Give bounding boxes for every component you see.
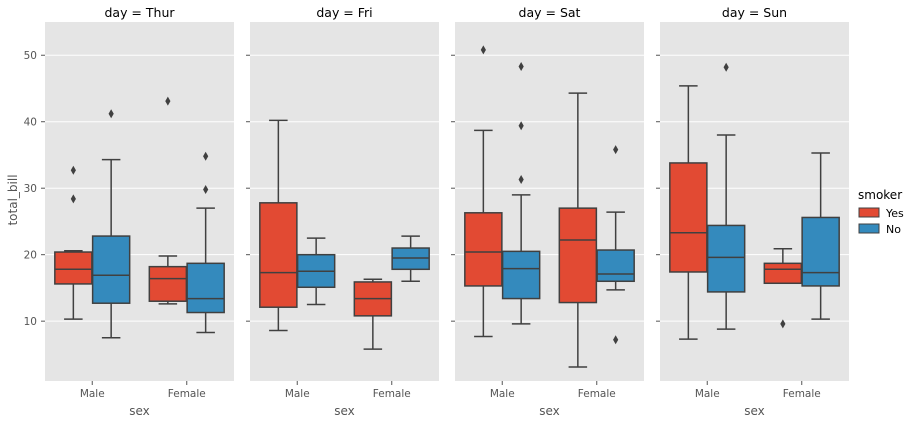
panel-2: Male Female day = Fri sex [246, 5, 439, 418]
x-axis-label: sex [129, 404, 150, 418]
box-female-no [391, 235, 430, 283]
panels-layer: 10 20 30 40 50 Male Female day = Thur sex Male Fem… [24, 5, 849, 418]
box-body [464, 212, 503, 287]
box-male-yes [54, 165, 93, 320]
box-female-yes [763, 247, 803, 329]
x-axis-label: sex [539, 404, 560, 418]
legend-title: smoker [858, 188, 902, 202]
outlier-point [780, 319, 786, 329]
x-tick-label: Male [695, 388, 720, 400]
box-body [91, 235, 131, 304]
legend-swatch-yes [858, 207, 880, 218]
panel-4: Male Female day = Sun sex [656, 5, 849, 418]
box-body [763, 262, 803, 285]
outlier-point [203, 151, 209, 161]
box-body [706, 224, 746, 293]
box-body [259, 202, 298, 308]
box-female-yes [148, 96, 188, 305]
outlier-point [518, 62, 524, 72]
panel-title: day = Thur [104, 5, 175, 20]
legend-entries: Yes No [858, 207, 904, 236]
box-body [596, 249, 635, 283]
outlier-point [613, 335, 619, 345]
legend-swatch-no [858, 223, 880, 234]
box-body [558, 207, 598, 304]
x-axis-label: sex [334, 404, 355, 418]
x-tick-label: Female [168, 388, 206, 400]
legend-label-yes: Yes [885, 207, 904, 220]
outlier-point [165, 96, 171, 106]
outlier-point [70, 165, 76, 175]
box-body [501, 250, 541, 300]
x-tick-label: Male [80, 388, 105, 400]
x-tick-label: Female [578, 388, 616, 400]
y-tick-label: 50 [24, 50, 37, 62]
outlier-point [70, 194, 76, 204]
box-male-yes [669, 85, 708, 340]
box-body [148, 265, 188, 302]
x-tick-label: Female [373, 388, 411, 400]
outlier-point [613, 145, 619, 155]
panel-title: day = Fri [316, 5, 372, 20]
box-body [669, 162, 708, 273]
x-axis-label: sex [744, 404, 765, 418]
box-male-yes [464, 45, 503, 338]
y-tick-label: 20 [24, 250, 37, 262]
box-body [54, 251, 93, 285]
box-female-yes [558, 92, 598, 368]
box-body [186, 262, 225, 314]
outlier-point [108, 109, 114, 119]
panel-title: day = Sat [519, 5, 581, 20]
x-tick-label: Male [490, 388, 515, 400]
box-female-no [801, 152, 840, 320]
outlier-point [203, 185, 209, 195]
y-tick-label: 40 [24, 117, 37, 129]
y-tick-label: 30 [24, 183, 37, 195]
legend: smoker Yes No [858, 188, 904, 236]
y-tick-label: 10 [24, 316, 37, 328]
panel-1: 10 20 30 40 50 Male Female day = Thur sex [24, 5, 234, 418]
box-female-no [186, 151, 225, 334]
box-male-no [706, 62, 746, 330]
box-body [801, 216, 840, 287]
box-female-yes [353, 278, 393, 350]
outlier-point [518, 175, 524, 185]
legend-label-no: No [886, 223, 901, 236]
panel-title: day = Sun [722, 5, 787, 20]
x-tick-label: Female [783, 388, 821, 400]
box-male-no [501, 62, 541, 325]
outlier-point [518, 121, 524, 131]
box-male-no [296, 237, 336, 306]
y-axis-label: total_bill [6, 174, 20, 225]
panel-3: Male Female day = Sat sex [451, 5, 644, 418]
x-tick-label: Male [285, 388, 310, 400]
box-male-yes [259, 119, 298, 332]
box-male-no [91, 109, 131, 339]
outlier-point [723, 62, 729, 72]
outlier-point [480, 45, 486, 55]
box-female-no [596, 145, 635, 345]
